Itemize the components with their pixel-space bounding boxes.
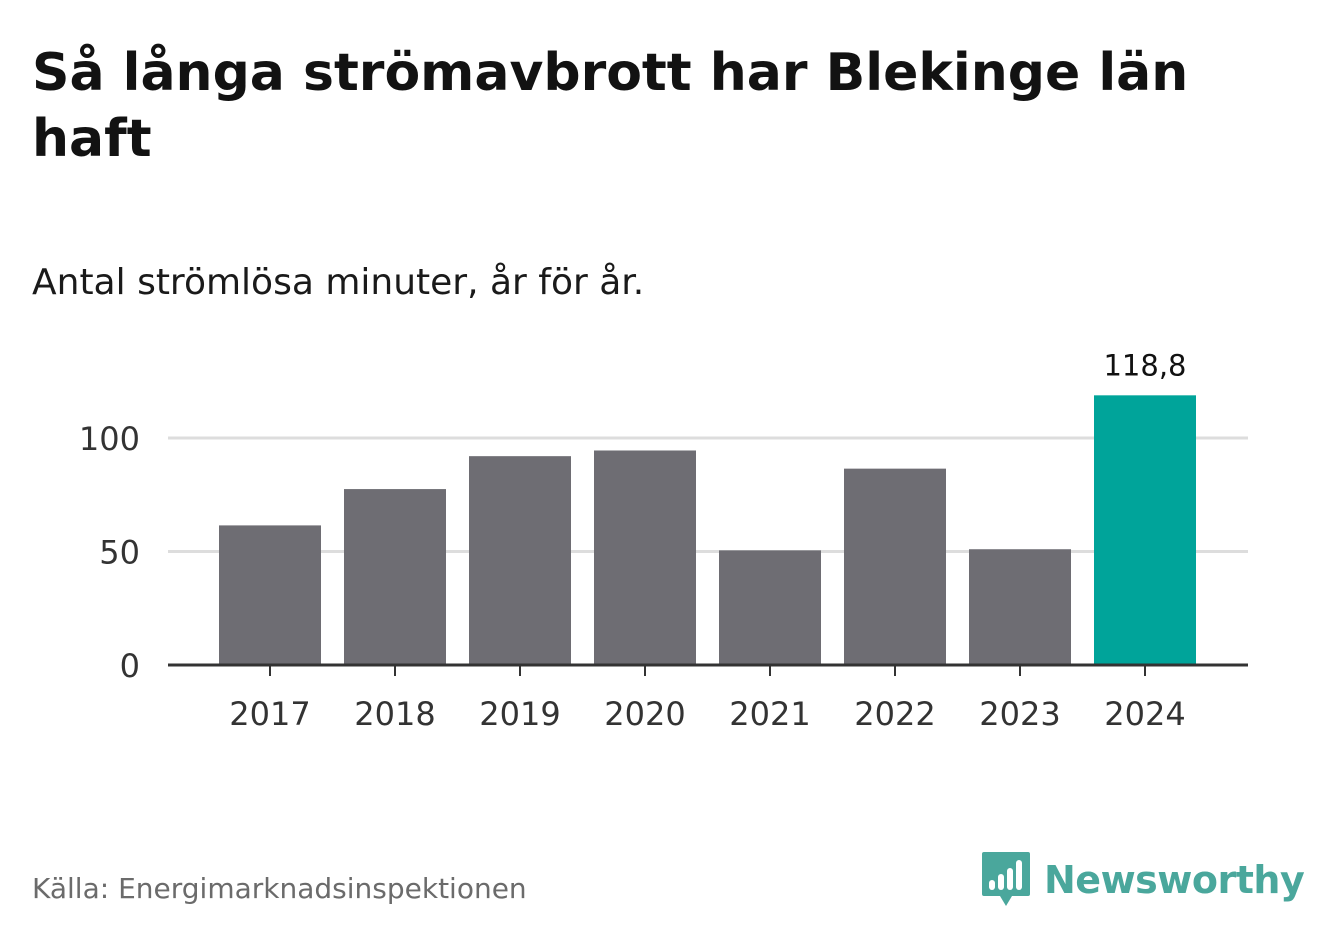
brand-logo: Newsworthy <box>980 850 1305 910</box>
bar-2018 <box>344 489 446 665</box>
y-tick-label: 50 <box>99 534 140 572</box>
x-tick-label: 2024 <box>1104 695 1185 733</box>
x-tick-label: 2023 <box>979 695 1060 733</box>
x-tick-label: 2019 <box>479 695 560 733</box>
chart-title: Så långa strömavbrott har Blekinge län h… <box>32 43 1189 169</box>
x-tick-label: 2021 <box>729 695 810 733</box>
axes: 0 50 100 2017 2018 2019 2020 2021 2022 2023 2024 <box>79 420 1248 733</box>
x-tick-label: 2020 <box>604 695 685 733</box>
bar-2017 <box>219 525 321 665</box>
gridlines <box>168 436 1248 553</box>
data-label-highlight: 118,8 <box>1103 348 1186 382</box>
y-tick-label: 100 <box>79 420 140 458</box>
x-tick-label: 2022 <box>854 695 935 733</box>
bars: 118,8 <box>219 348 1196 665</box>
bar-2021 <box>719 550 821 665</box>
source-note: Källa: Energimarknadsinspektionen <box>32 872 527 905</box>
chart-subtitle: Antal strömlösa minuter, år för år. <box>32 262 645 303</box>
brand-name: Newsworthy <box>1044 858 1305 902</box>
bar-chart: 118,8 0 50 100 2017 2018 2019 2020 2021 2022 2023… <box>79 348 1248 733</box>
x-tick-label: 2018 <box>354 695 435 733</box>
bar-2022 <box>844 468 946 665</box>
bar-chart-speech-bubble-icon <box>982 852 1030 906</box>
bar-2020 <box>594 450 696 665</box>
y-tick-label: 0 <box>120 647 140 685</box>
bar-2023 <box>969 549 1071 665</box>
x-tick-label: 2017 <box>229 695 310 733</box>
bar-2024 <box>1094 395 1196 665</box>
bar-2019 <box>469 456 571 665</box>
